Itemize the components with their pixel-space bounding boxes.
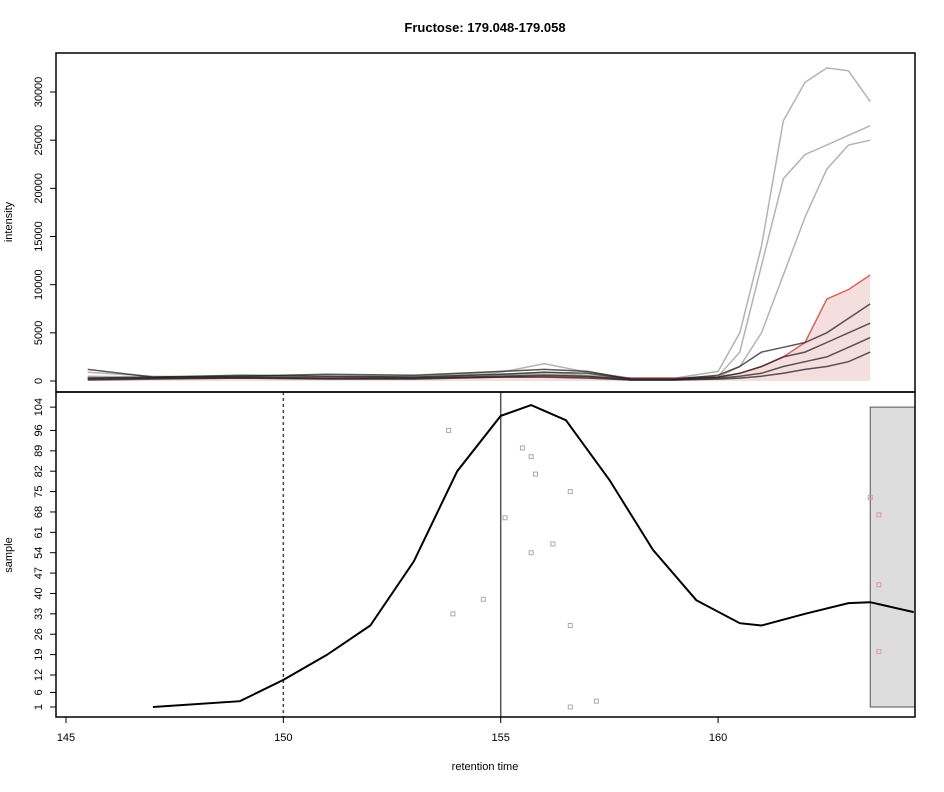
peak-band — [869, 406, 916, 708]
point — [519, 445, 525, 451]
y-tick-label: 54 — [33, 547, 45, 559]
area — [87, 275, 871, 381]
x-axis-label: retention time — [452, 761, 519, 773]
line — [87, 274, 871, 379]
y-tick-label: 19 — [33, 648, 45, 660]
point — [446, 427, 452, 433]
point — [567, 489, 573, 495]
point — [532, 471, 538, 477]
y-tick-label: 20000 — [33, 173, 45, 204]
y-axis-label: intensity — [3, 201, 15, 242]
y-tick-label: 0 — [33, 378, 45, 384]
chart-title: Fructose: 179.048-179.058 — [404, 20, 565, 35]
y-tick-label: 40 — [33, 587, 45, 599]
point — [876, 512, 882, 518]
line — [87, 303, 871, 380]
line — [87, 139, 871, 379]
point — [593, 698, 599, 704]
y-tick-label: 25000 — [33, 125, 45, 156]
x-tick-label: 155 — [492, 732, 510, 744]
point — [480, 596, 486, 602]
point — [528, 550, 534, 556]
line — [87, 67, 871, 379]
y-tick-label: 47 — [33, 567, 45, 579]
line — [87, 125, 871, 379]
point — [550, 541, 556, 547]
x-tick-label: 145 — [57, 732, 75, 744]
y-tick-label: 12 — [33, 669, 45, 681]
point — [450, 611, 456, 617]
point — [567, 704, 573, 710]
line — [87, 322, 871, 380]
y-tick-label: 30000 — [33, 77, 45, 108]
y-tick-label: 6 — [33, 689, 45, 695]
y-tick-label: 33 — [33, 608, 45, 620]
y-tick-label: 26 — [33, 628, 45, 640]
y-tick-label: 89 — [33, 445, 45, 457]
line — [87, 351, 871, 381]
point — [528, 454, 534, 460]
point — [567, 622, 573, 628]
panel-frame — [55, 391, 916, 718]
y-tick-label: 96 — [33, 424, 45, 436]
x-tick-label: 160 — [709, 732, 727, 744]
y-tick-label: 5000 — [33, 321, 45, 345]
y-tick-label: 75 — [33, 485, 45, 497]
y-tick-label: 82 — [33, 465, 45, 477]
x-tick-label: 150 — [274, 732, 292, 744]
point — [876, 582, 882, 588]
y-tick-label: 15000 — [33, 221, 45, 252]
y-tick-label: 10000 — [33, 269, 45, 300]
point — [502, 515, 508, 521]
y-tick-label: 61 — [33, 526, 45, 538]
y-tick-label: 104 — [33, 398, 45, 416]
panel-frame — [55, 52, 916, 393]
density-curve — [152, 404, 914, 708]
point — [876, 649, 882, 655]
y-tick-label: 68 — [33, 506, 45, 518]
y-axis-label: sample — [3, 537, 15, 572]
point — [867, 494, 873, 500]
y-tick-label: 1 — [33, 704, 45, 710]
